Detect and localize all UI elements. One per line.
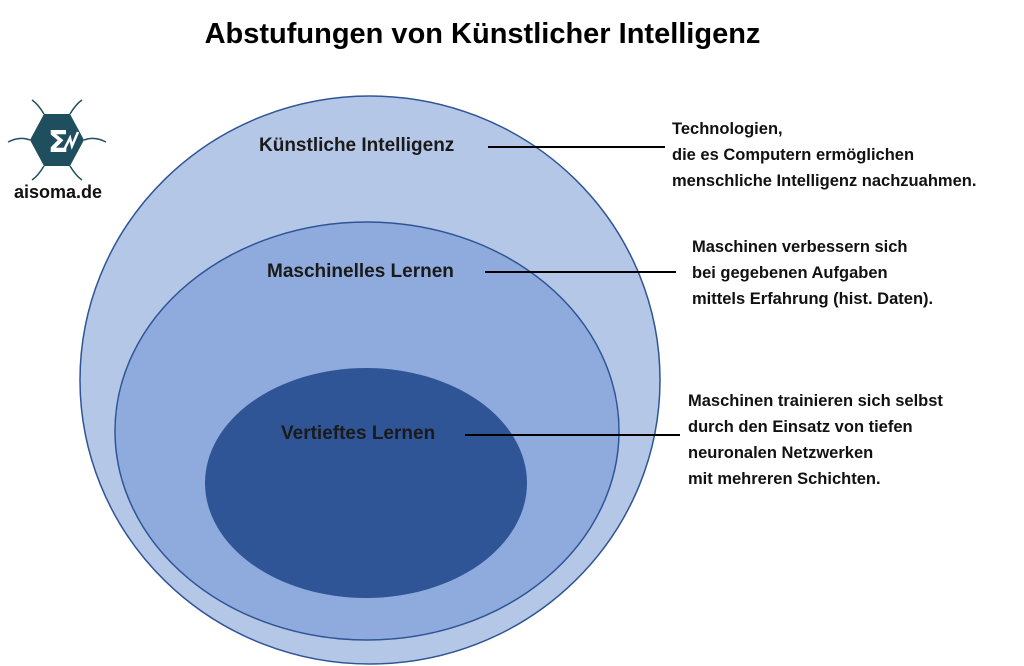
logo-text: aisoma.de (14, 182, 103, 202)
label-ml: Maschinelles Lernen (267, 261, 454, 282)
description-ml: Maschinen verbessern sich bei gegebenen … (692, 238, 934, 308)
description-ai: Technologien, die es Computern ermöglich… (672, 120, 977, 190)
inner-circle-dl (205, 368, 527, 598)
label-dl: Vertieftes Lernen (281, 423, 436, 444)
sigma-hexagon-logo-icon: Σ (7, 99, 107, 181)
description-dl: Maschinen trainieren sich selbst durch d… (688, 392, 943, 488)
diagram-title: Abstufungen von Künstlicher Intelligenz (204, 18, 761, 50)
label-ai: Künstliche Intelligenz (259, 135, 455, 156)
svg-text:Σ: Σ (48, 125, 69, 160)
